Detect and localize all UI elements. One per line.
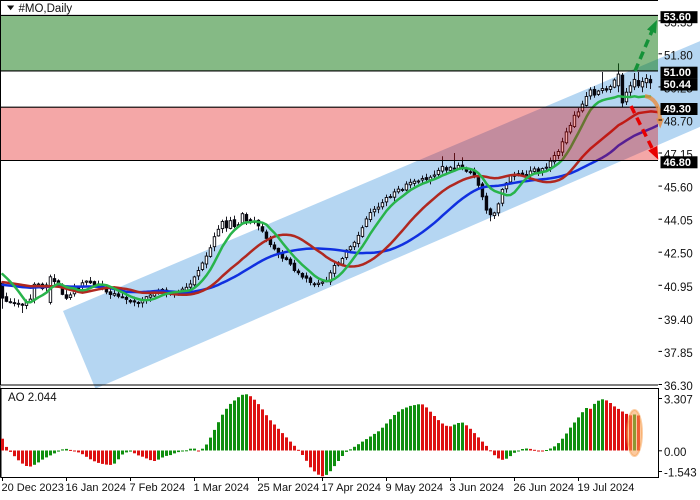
svg-text:51.80: 51.80	[664, 50, 693, 62]
svg-text:17 Apr 2024: 17 Apr 2024	[322, 482, 381, 494]
svg-text:37.85: 37.85	[664, 348, 693, 360]
svg-text:45.60: 45.60	[664, 183, 693, 195]
svg-text:20 Dec 2023: 20 Dec 2023	[2, 482, 64, 494]
svg-text:AO 2.044: AO 2.044	[8, 392, 57, 404]
svg-text:1 Mar 2024: 1 Mar 2024	[194, 482, 250, 494]
svg-text:19 Jul 2024: 19 Jul 2024	[578, 482, 635, 494]
svg-text:50.44: 50.44	[664, 79, 692, 91]
svg-text:36.30: 36.30	[664, 381, 693, 393]
svg-text:#MO,Daily: #MO,Daily	[19, 3, 73, 15]
svg-text:-1.543: -1.543	[664, 468, 697, 480]
svg-text:53.60: 53.60	[664, 12, 692, 24]
svg-text:39.40: 39.40	[664, 315, 693, 327]
svg-text:9 May 2024: 9 May 2024	[386, 482, 443, 494]
svg-text:3.307: 3.307	[664, 395, 693, 407]
svg-text:3 Jun 2024: 3 Jun 2024	[450, 482, 504, 494]
svg-text:25 Mar 2024: 25 Mar 2024	[258, 482, 320, 494]
svg-text:0.00: 0.00	[664, 447, 686, 459]
svg-text:51.00: 51.00	[664, 67, 692, 79]
svg-text:48.70: 48.70	[664, 117, 693, 129]
svg-text:44.05: 44.05	[664, 216, 693, 228]
svg-text:7 Feb 2024: 7 Feb 2024	[130, 482, 186, 494]
svg-text:40.95: 40.95	[664, 282, 693, 294]
svg-text:16 Jan 2024: 16 Jan 2024	[66, 482, 127, 494]
svg-text:26 Jun 2024: 26 Jun 2024	[514, 482, 575, 494]
svg-text:49.30: 49.30	[664, 104, 692, 116]
svg-text:42.50: 42.50	[664, 249, 693, 261]
svg-text:46.80: 46.80	[664, 157, 692, 169]
